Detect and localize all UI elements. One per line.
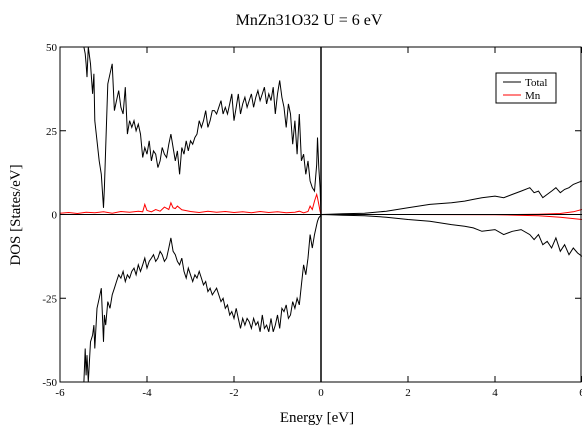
y-tick-label: 25 <box>46 126 58 138</box>
axes-layer: -6 -4 -2 0 2 4 6 -50 -25 0 25 50 <box>42 42 582 399</box>
legend: Total Mn <box>495 72 557 104</box>
series-line-0 <box>83 47 582 216</box>
y-tick-label: 0 <box>52 210 58 222</box>
legend-mn-label: Mn <box>525 90 541 102</box>
chart-title: MnZn31O32 U = 6 eV <box>236 12 383 29</box>
x-tick-label: -2 <box>229 387 238 399</box>
y-tick-label: 50 <box>46 42 58 54</box>
x-tick-label: -6 <box>55 387 65 399</box>
legend-box <box>495 72 557 104</box>
x-axis-label: Energy [eV] <box>280 410 354 426</box>
x-tick-label: 4 <box>492 387 498 399</box>
y-tick-label: -50 <box>42 377 57 389</box>
x-tick-label: -4 <box>142 387 152 399</box>
x-tick-label: 2 <box>405 387 411 399</box>
series-line-1 <box>83 213 582 382</box>
y-axis-label: DOS [States/eV] <box>8 164 24 265</box>
legend-total-label: Total <box>525 77 547 89</box>
y-tick-label: -25 <box>42 293 57 305</box>
x-tick-label: 6 <box>579 387 582 399</box>
x-tick-label: 0 <box>318 387 324 399</box>
